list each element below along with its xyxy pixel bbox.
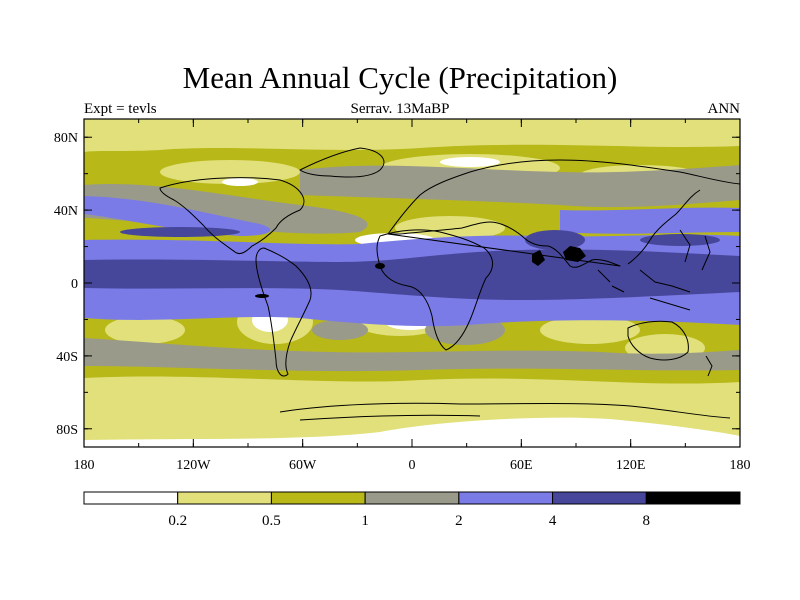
axis-ticks: 180 120W 60W 0 60E 120E 180 80N 40N 0 40S 80S bbox=[54, 119, 751, 473]
lon-tick-label: 0 bbox=[409, 458, 416, 473]
lon-tick-label: 120W bbox=[176, 458, 211, 473]
lon-tick-label: 180 bbox=[74, 458, 95, 473]
colorbar-label: 8 bbox=[643, 513, 651, 529]
season-label: ANN bbox=[707, 101, 741, 117]
map-title: Mean Annual Cycle (Precipitation) bbox=[182, 60, 618, 95]
colorbar-label: 4 bbox=[549, 513, 557, 529]
precipitation-field bbox=[84, 119, 740, 447]
colorbar: 0.2 0.5 1 2 4 8 bbox=[83, 491, 741, 529]
lat-tick-label: 80S bbox=[56, 423, 78, 438]
colorbar-swatch bbox=[458, 491, 554, 505]
colorbar-swatch bbox=[552, 491, 647, 505]
colorbar-swatch bbox=[364, 491, 460, 505]
lon-tick-label: 180 bbox=[730, 458, 751, 473]
coastlines bbox=[159, 147, 740, 421]
lon-tick-label: 120E bbox=[616, 458, 646, 473]
experiment-label: Expt = tevls bbox=[84, 101, 157, 117]
lat-tick-label: 0 bbox=[71, 277, 78, 292]
colorbar-label: 0.5 bbox=[262, 513, 281, 529]
lat-tick-label: 80N bbox=[54, 131, 78, 146]
colorbar-swatch bbox=[270, 491, 366, 505]
colorbar-swatch bbox=[83, 491, 179, 505]
lon-tick-label: 60E bbox=[510, 458, 533, 473]
lat-tick-label: 40N bbox=[54, 204, 78, 219]
colorbar-label: 1 bbox=[361, 513, 369, 529]
lat-tick-label: 40S bbox=[56, 350, 78, 365]
colorbar-label: 0.2 bbox=[168, 513, 187, 529]
case-label: Serrav. 13MaBP bbox=[350, 101, 450, 117]
lon-tick-label: 60W bbox=[289, 458, 317, 473]
colorbar-label: 2 bbox=[455, 513, 463, 529]
colorbar-swatch bbox=[177, 491, 272, 505]
colorbar-swatch bbox=[645, 491, 741, 505]
